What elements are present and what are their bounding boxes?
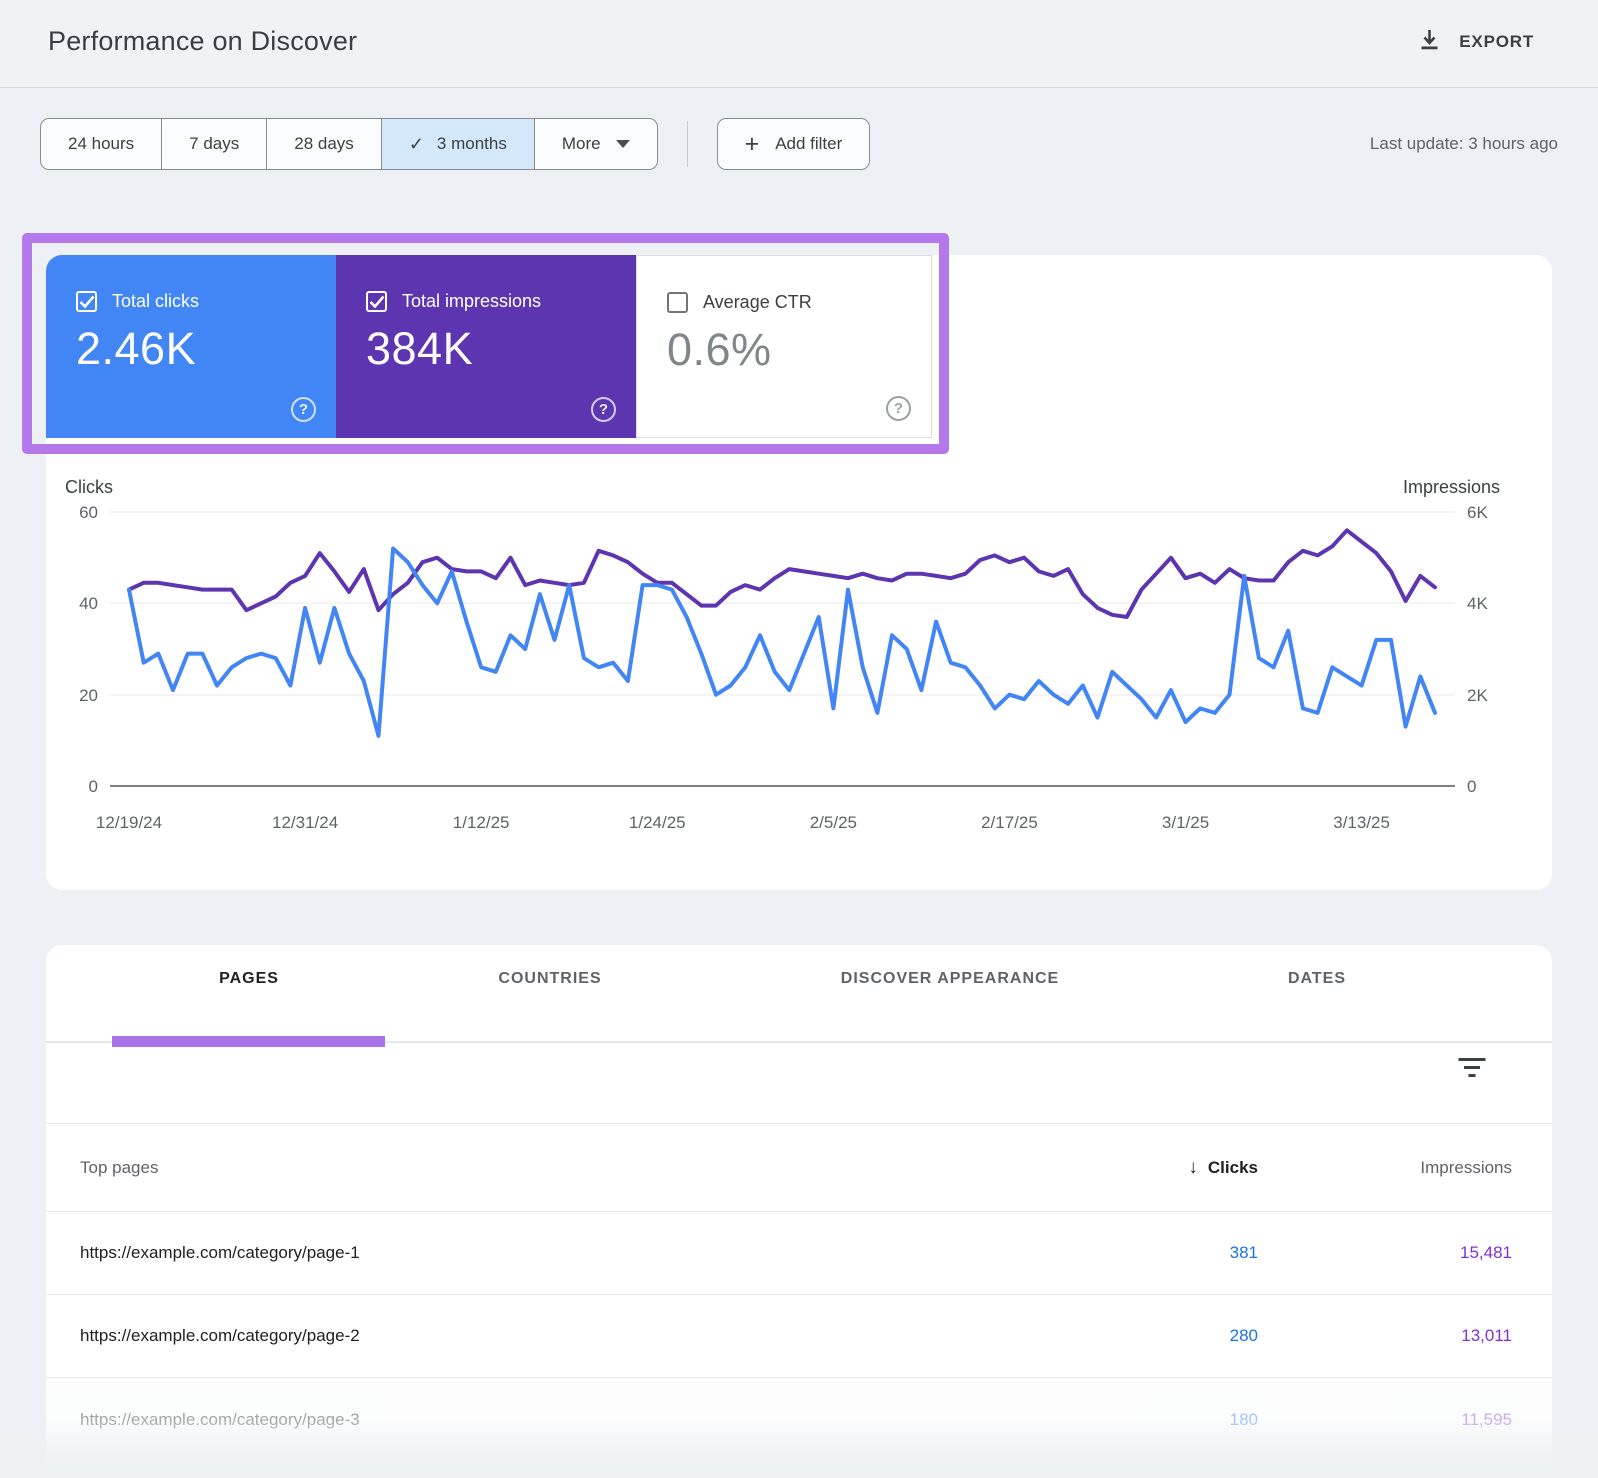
top-pages-column-header: Top pages bbox=[80, 1157, 159, 1177]
clicks-line-series bbox=[127, 546, 1437, 738]
help-icon[interactable]: ? bbox=[886, 396, 911, 421]
date-range-selector: 24 hours 7 days 28 days ✓ 3 months More bbox=[40, 118, 658, 170]
svg-text:60: 60 bbox=[79, 503, 98, 522]
page-url[interactable]: https://example.com/category/page-1 bbox=[80, 1243, 360, 1262]
page-url[interactable]: https://example.com/category/page-2 bbox=[80, 1326, 360, 1345]
add-filter-button[interactable]: + Add filter bbox=[716, 118, 871, 170]
tab-dates[interactable]: DATES bbox=[1287, 970, 1347, 987]
svg-text:6K: 6K bbox=[1467, 503, 1488, 522]
svg-text:3/13/25: 3/13/25 bbox=[1333, 813, 1390, 832]
checked-checkbox-icon[interactable] bbox=[366, 291, 387, 312]
add-filter-label: Add filter bbox=[775, 134, 843, 153]
table-row[interactable]: https://example.com/category/page-2 280 13… bbox=[46, 1295, 1552, 1378]
tab-discover-appearance[interactable]: DISCOVER APPEARANCE bbox=[840, 970, 1060, 987]
svg-text:40: 40 bbox=[79, 594, 98, 613]
svg-text:2/17/25: 2/17/25 bbox=[981, 813, 1038, 832]
date-range-3-months[interactable]: ✓ 3 months bbox=[381, 119, 535, 169]
dimensions-table-card: PAGES COUNTRIES DISCOVER APPEARANCE DATES T… bbox=[46, 945, 1552, 1478]
date-range-28-days[interactable]: 28 days bbox=[267, 119, 382, 169]
help-icon[interactable]: ? bbox=[591, 397, 616, 422]
metric-card-label: Total impressions bbox=[402, 291, 542, 311]
toolbar-divider bbox=[686, 121, 688, 167]
svg-text:2/5/25: 2/5/25 bbox=[810, 813, 857, 832]
plus-icon: + bbox=[744, 129, 760, 158]
sort-desc-icon: ↓ bbox=[1188, 1156, 1198, 1178]
tabs-divider bbox=[46, 1041, 1552, 1043]
impressions-column-header[interactable]: Impressions bbox=[1420, 1157, 1512, 1177]
table-row[interactable]: https://example.com/category/page-3 180 11… bbox=[46, 1378, 1552, 1461]
svg-text:1/24/25: 1/24/25 bbox=[629, 813, 686, 832]
page-url[interactable]: https://example.com/category/page-3 bbox=[80, 1409, 360, 1429]
svg-text:4K: 4K bbox=[1467, 594, 1488, 613]
metric-cards-row: Total clicks 2.46K? Total impressions 384K?… bbox=[46, 255, 932, 438]
clicks-value: 381 bbox=[1229, 1243, 1258, 1262]
metric-card-value: 0.6% bbox=[667, 324, 772, 375]
tab-pages[interactable]: PAGES bbox=[219, 970, 279, 987]
date-range-label: 28 days bbox=[294, 134, 354, 153]
date-range-label: 3 months bbox=[436, 134, 507, 153]
page-title: Performance on Discover bbox=[48, 26, 358, 56]
metric-card-total-impressions[interactable]: Total impressions 384K? bbox=[336, 255, 636, 438]
metric-card-total-clicks[interactable]: Total clicks 2.46K? bbox=[46, 255, 336, 438]
download-icon bbox=[1417, 27, 1442, 57]
unchecked-checkbox-icon[interactable] bbox=[667, 292, 688, 313]
table-header-row: Top pages ↓ Clicks Impressions bbox=[46, 1123, 1552, 1212]
svg-text:Clicks: Clicks bbox=[65, 477, 113, 497]
impressions-value: 15,481 bbox=[1460, 1243, 1512, 1262]
impressions-value: 13,011 bbox=[1461, 1326, 1512, 1345]
clicks-value: 180 bbox=[1229, 1409, 1258, 1429]
checkmark-icon: ✓ bbox=[408, 133, 424, 154]
metric-card-value: 384K bbox=[366, 323, 474, 374]
clicks-column-header[interactable]: ↓ Clicks bbox=[1188, 1156, 1258, 1178]
svg-text:12/31/24: 12/31/24 bbox=[272, 813, 338, 832]
metric-card-average-ctr[interactable]: Average CTR 0.6%? bbox=[636, 255, 932, 438]
chevron-down-icon bbox=[615, 140, 630, 148]
export-button[interactable]: EXPORT bbox=[1417, 27, 1534, 57]
page-header: Performance on Discover EXPORT bbox=[0, 0, 1598, 88]
svg-text:0: 0 bbox=[1467, 777, 1476, 796]
svg-text:Impressions: Impressions bbox=[1403, 477, 1500, 497]
tab-countries[interactable]: COUNTRIES bbox=[498, 970, 602, 987]
export-label: EXPORT bbox=[1459, 32, 1534, 51]
impressions-line-series bbox=[127, 528, 1437, 619]
date-range-24-hours[interactable]: 24 hours bbox=[41, 119, 163, 169]
table-row[interactable]: https://example.com/category/page-1 381 15… bbox=[46, 1212, 1552, 1295]
table-filter-icon[interactable] bbox=[1458, 1058, 1486, 1080]
svg-text:1/12/25: 1/12/25 bbox=[453, 813, 510, 832]
date-range-label: More bbox=[561, 134, 601, 153]
impressions-value: 11,595 bbox=[1461, 1409, 1512, 1429]
date-range-7-days[interactable]: 7 days bbox=[162, 119, 268, 169]
metric-card-label: Total clicks bbox=[112, 291, 200, 311]
last-update-text: Last update: 3 hours ago bbox=[1369, 134, 1558, 153]
clicks-impressions-line-chart: Clicks Impressions 60 40 20 0 6K 4K 2K 0 12/19/24 1… bbox=[65, 477, 1500, 832]
clicks-value: 280 bbox=[1229, 1326, 1258, 1345]
active-tab-underline bbox=[112, 1036, 385, 1047]
performance-chart-card: Total clicks 2.46K? Total impressions 384K?… bbox=[46, 255, 1552, 890]
metric-card-label: Average CTR bbox=[703, 292, 812, 312]
svg-text:0: 0 bbox=[89, 777, 98, 796]
svg-text:12/19/24: 12/19/24 bbox=[96, 813, 162, 832]
svg-text:3/1/25: 3/1/25 bbox=[1162, 813, 1209, 832]
svg-text:20: 20 bbox=[79, 686, 98, 705]
help-icon[interactable]: ? bbox=[291, 397, 316, 422]
filter-toolbar: 24 hours 7 days 28 days ✓ 3 months More + Add… bbox=[40, 118, 1558, 170]
date-range-label: 24 hours bbox=[68, 134, 135, 153]
date-range-more[interactable]: More bbox=[535, 119, 657, 169]
date-range-label: 7 days bbox=[189, 134, 240, 153]
metric-card-value: 2.46K bbox=[76, 323, 197, 374]
checked-checkbox-icon[interactable] bbox=[76, 291, 97, 312]
svg-text:2K: 2K bbox=[1467, 686, 1488, 705]
